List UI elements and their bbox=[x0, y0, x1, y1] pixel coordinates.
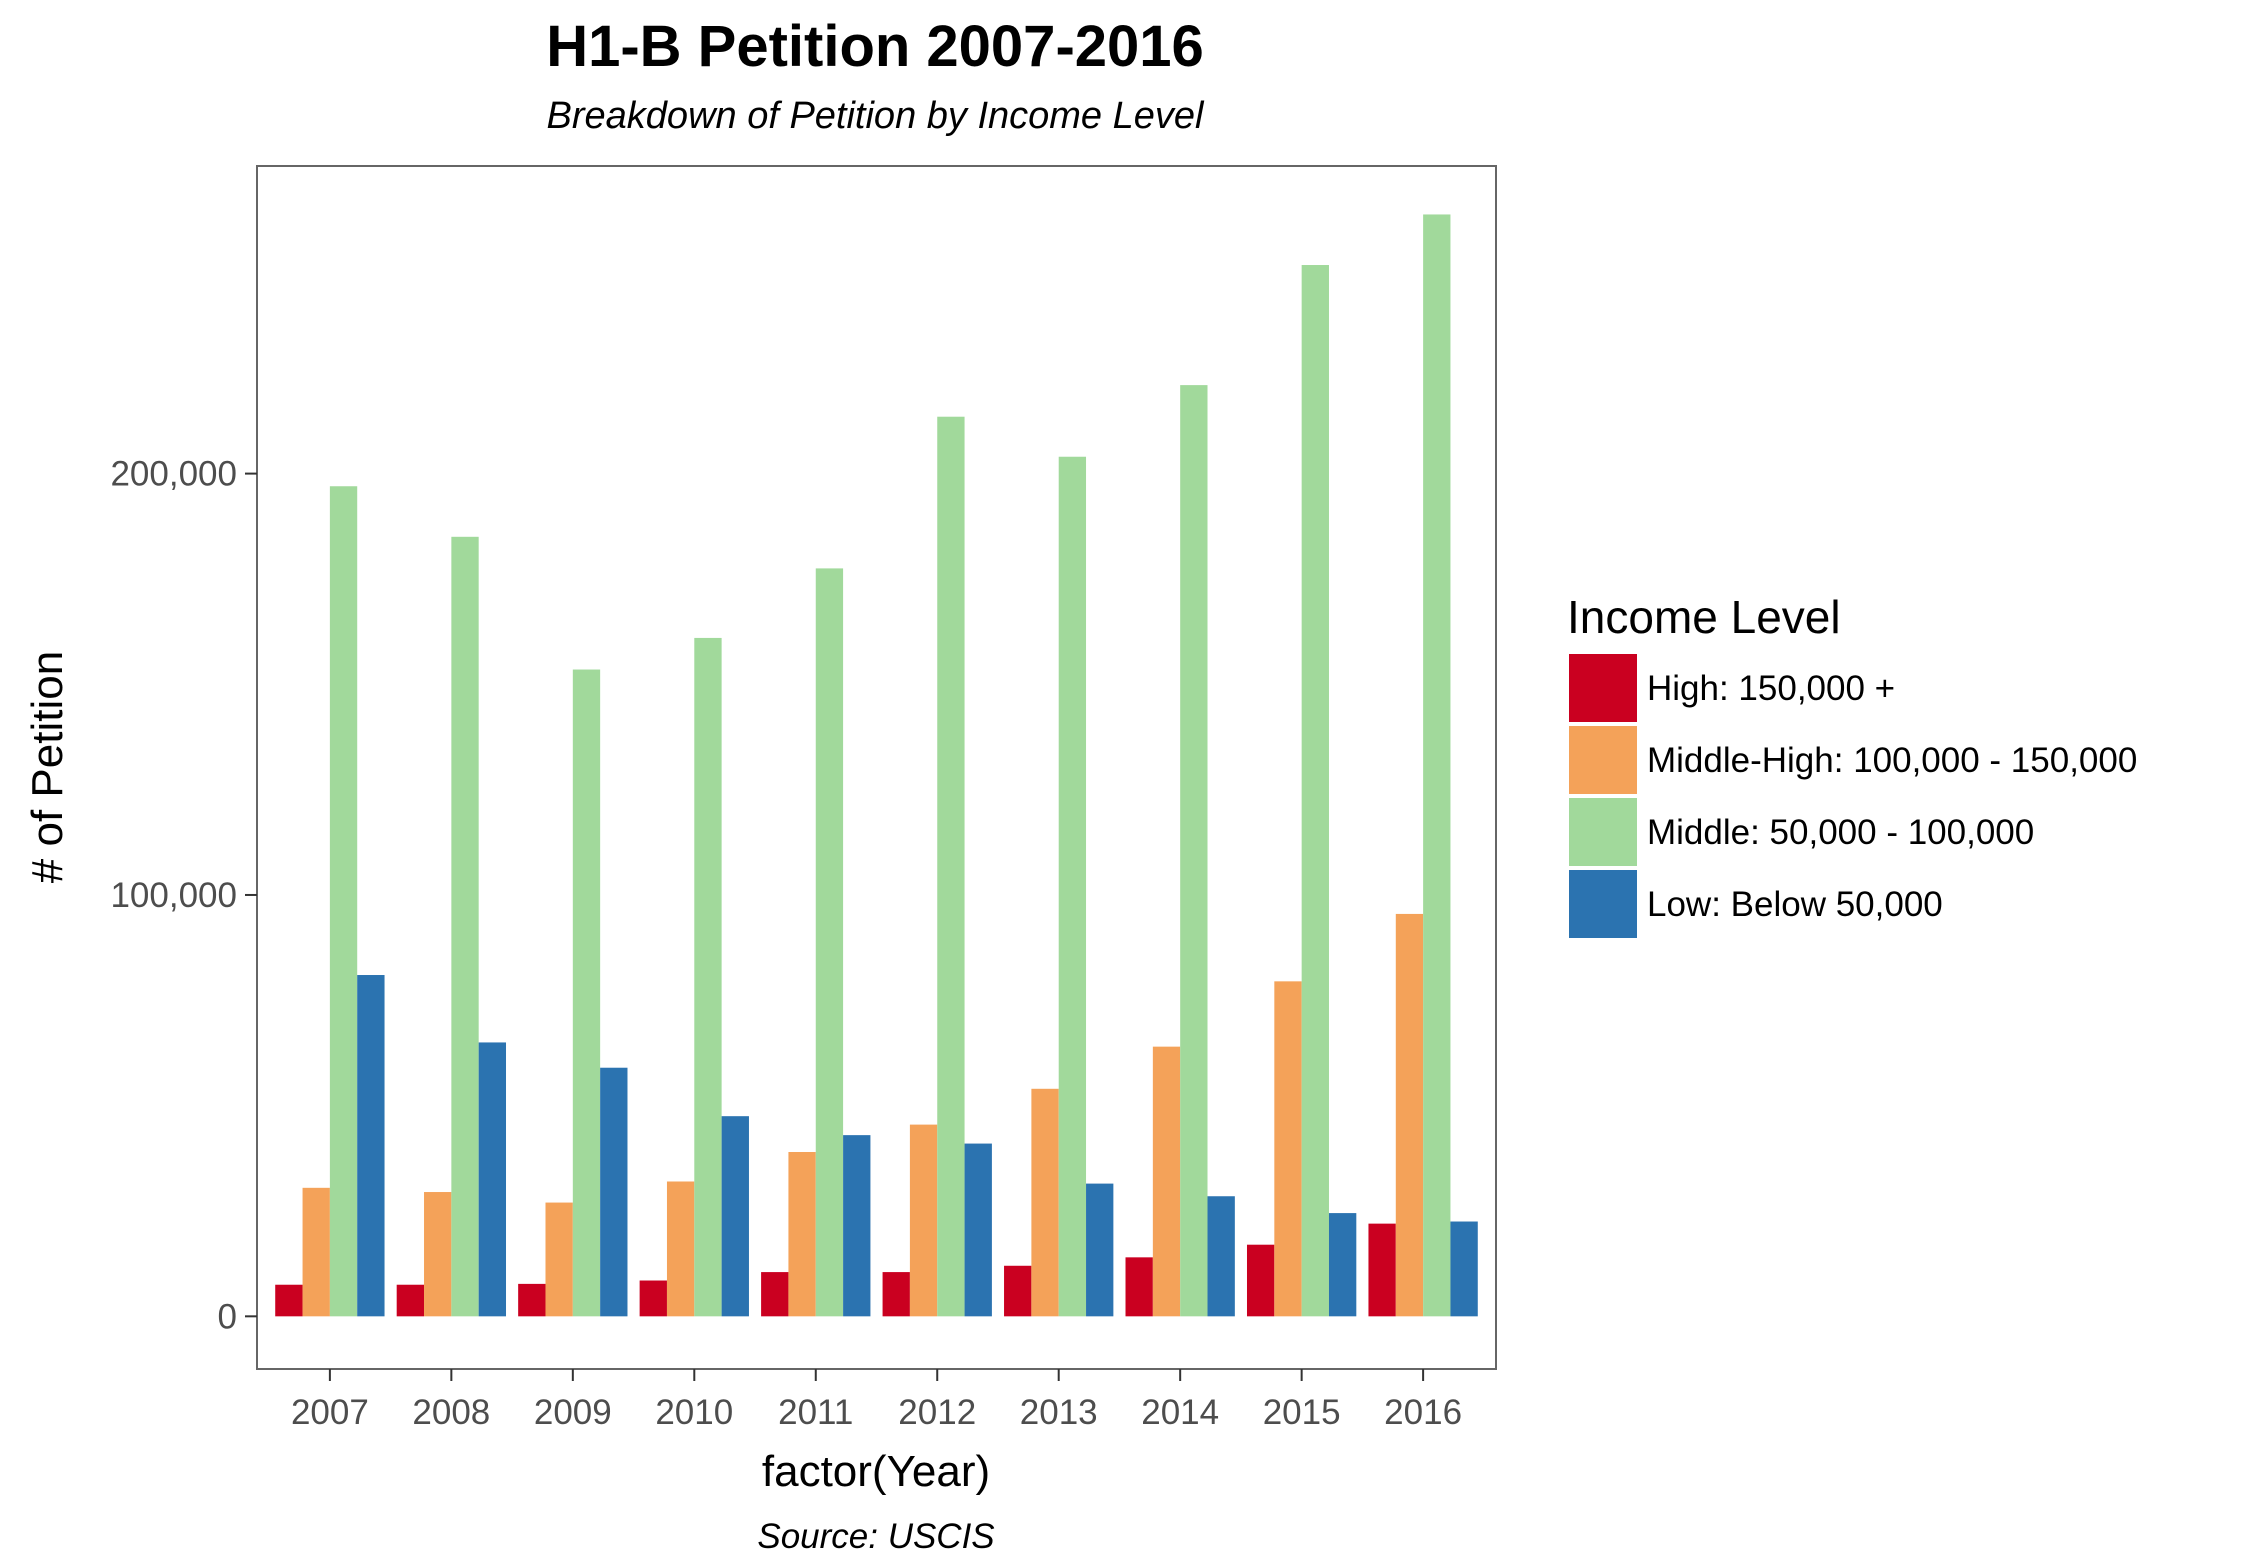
chart-caption: Source: USCIS bbox=[757, 1517, 994, 1556]
bars-layer bbox=[275, 214, 1478, 1317]
chart-subtitle: Breakdown of Petition by Income Level bbox=[547, 95, 1205, 137]
bar-2014-series-1 bbox=[1125, 1257, 1153, 1317]
bar-2014-series-4 bbox=[1207, 1196, 1235, 1317]
bar-2014-series-2 bbox=[1152, 1046, 1181, 1317]
chart-title: H1-B Petition 2007-2016 bbox=[546, 14, 1204, 79]
x-axis-title: factor(Year) bbox=[762, 1447, 990, 1496]
bar-2007-series-4 bbox=[357, 975, 385, 1317]
legend-label-series-4: Low: Below 50,000 bbox=[1647, 885, 1943, 924]
y-tick-label: 200,000 bbox=[110, 455, 237, 494]
y-tick-label: 0 bbox=[218, 1297, 237, 1336]
bar-2015-series-4 bbox=[1328, 1213, 1357, 1317]
bar-2015-series-3 bbox=[1301, 265, 1329, 1317]
x-tick-label: 2007 bbox=[291, 1393, 369, 1432]
y-tick-label: 100,000 bbox=[110, 876, 237, 915]
legend-label-series-2: Middle-High: 100,000 - 150,000 bbox=[1647, 741, 2137, 780]
legend-key-series-1 bbox=[1569, 654, 1637, 722]
legend-key-series-2 bbox=[1569, 726, 1637, 794]
x-tick-label: 2008 bbox=[412, 1393, 490, 1432]
bar-2009-series-1 bbox=[518, 1283, 546, 1317]
bar-2007-series-1 bbox=[275, 1284, 303, 1317]
x-tick-label: 2014 bbox=[1141, 1393, 1219, 1432]
bar-2014-series-3 bbox=[1180, 385, 1208, 1317]
legend: Income Level High: 150,000 + Middle-High:… bbox=[1567, 591, 2137, 938]
legend-title: Income Level bbox=[1567, 591, 1841, 643]
x-tick-label: 2011 bbox=[778, 1393, 853, 1432]
x-tick-label: 2010 bbox=[655, 1393, 733, 1432]
bar-2016-series-3 bbox=[1423, 214, 1451, 1317]
legend-key-series-4 bbox=[1569, 870, 1637, 938]
bar-2013-series-1 bbox=[1004, 1265, 1032, 1317]
bar-2016-series-2 bbox=[1395, 913, 1424, 1317]
bar-2011-series-2 bbox=[788, 1152, 816, 1317]
x-tick-label: 2013 bbox=[1020, 1393, 1098, 1432]
x-tick-label: 2015 bbox=[1263, 1393, 1341, 1432]
bar-2012-series-3 bbox=[937, 416, 965, 1317]
legend-key-series-3 bbox=[1569, 798, 1637, 866]
bar-2010-series-1 bbox=[639, 1280, 667, 1317]
bar-2011-series-3 bbox=[815, 568, 844, 1317]
x-tick-label: 2016 bbox=[1384, 1393, 1462, 1432]
bar-2016-series-1 bbox=[1368, 1223, 1396, 1317]
x-axis: 2007 2008 2009 2010 2011 2012 2013 2014 2015 2016 bbox=[291, 1369, 1462, 1432]
bar-2013-series-4 bbox=[1086, 1183, 1114, 1317]
legend-label-series-1: High: 150,000 + bbox=[1647, 669, 1895, 708]
bar-2008-series-4 bbox=[478, 1042, 507, 1317]
bar-2012-series-4 bbox=[964, 1143, 992, 1317]
bar-2016-series-4 bbox=[1450, 1221, 1478, 1317]
y-axis-title: # of Petition bbox=[23, 651, 72, 883]
legend-label-series-3: Middle: 50,000 - 100,000 bbox=[1647, 813, 2034, 852]
bar-2007-series-3 bbox=[329, 486, 358, 1317]
x-tick-label: 2012 bbox=[898, 1393, 976, 1432]
y-axis: 0 100,000 200,000 bbox=[110, 455, 257, 1336]
bar-2008-series-3 bbox=[451, 536, 479, 1317]
bar-2015-series-2 bbox=[1274, 981, 1302, 1317]
bar-2012-series-1 bbox=[882, 1272, 910, 1317]
x-tick-label: 2009 bbox=[534, 1393, 612, 1432]
bar-2007-series-2 bbox=[302, 1187, 330, 1317]
bar-2010-series-2 bbox=[666, 1181, 695, 1317]
bar-2013-series-3 bbox=[1058, 456, 1087, 1317]
bar-2010-series-4 bbox=[721, 1116, 749, 1317]
bar-2012-series-2 bbox=[909, 1124, 938, 1317]
bar-2013-series-2 bbox=[1031, 1088, 1059, 1317]
bar-2009-series-3 bbox=[572, 669, 601, 1317]
bar-2008-series-1 bbox=[396, 1284, 425, 1317]
bar-2015-series-1 bbox=[1246, 1244, 1275, 1317]
bar-2008-series-2 bbox=[424, 1192, 452, 1317]
bar-2011-series-1 bbox=[761, 1272, 789, 1317]
bar-2009-series-4 bbox=[600, 1067, 628, 1317]
bar-2010-series-3 bbox=[694, 637, 722, 1317]
bar-2009-series-2 bbox=[545, 1202, 573, 1317]
bar-2011-series-4 bbox=[843, 1135, 871, 1317]
